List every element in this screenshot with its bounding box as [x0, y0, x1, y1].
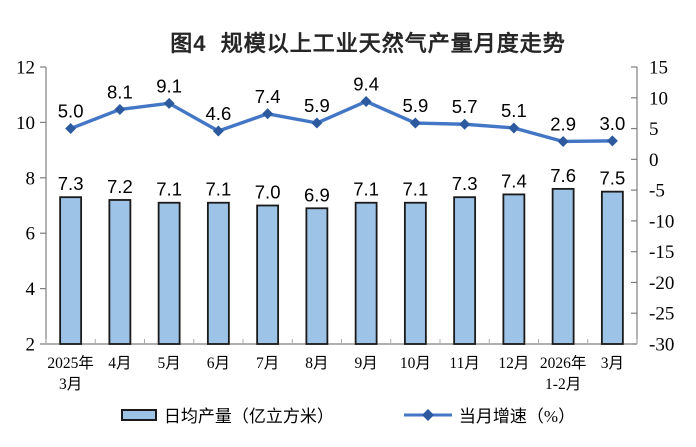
- x-axis-label: 3月: [601, 355, 624, 372]
- line-marker: [262, 108, 274, 120]
- bar-value-label: 7.1: [353, 179, 379, 200]
- right-axis-tick-label: -25: [649, 304, 674, 325]
- bar: [354, 201, 378, 345]
- left-axis-tick-label: 6: [26, 224, 36, 245]
- line-marker: [163, 97, 175, 109]
- bar: [256, 204, 280, 345]
- line-marker: [65, 123, 77, 135]
- right-axis-tick-label: 10: [649, 88, 668, 109]
- bar-value-label: 7.5: [600, 168, 626, 189]
- bar: [453, 196, 477, 345]
- line-marker: [409, 117, 421, 129]
- line-marker: [114, 103, 126, 115]
- bar-legend-label: 日均产量（亿立方米）: [163, 407, 334, 426]
- bar: [206, 201, 230, 345]
- left-axis-tick-label: 2: [26, 335, 36, 356]
- right-axis-tick-label: -30: [649, 335, 674, 356]
- line-value-label: 5.9: [403, 95, 429, 116]
- line-value-label: 5.9: [304, 95, 330, 116]
- bar-value-label: 7.4: [501, 170, 527, 191]
- bar: [551, 187, 575, 345]
- x-axis-label: 5月: [157, 355, 180, 372]
- left-axis-tick-label: 10: [16, 113, 35, 134]
- left-axis-tick-label: 8: [26, 168, 36, 189]
- line-value-label: 2.9: [550, 113, 576, 134]
- line-marker: [360, 95, 372, 107]
- bar: [600, 190, 624, 345]
- left-axis-tick-label: 12: [16, 58, 35, 79]
- right-axis-tick-label: -20: [649, 273, 674, 294]
- x-axis-label: 8月: [305, 355, 328, 372]
- x-axis-label: 4月: [108, 355, 131, 372]
- legend: 日均产量（亿立方米） 当月增速（%）: [0, 402, 696, 427]
- right-axis-tick-label: -10: [649, 211, 674, 232]
- x-axis-label: 6月: [207, 355, 230, 372]
- line-value-label: 9.1: [156, 75, 182, 96]
- right-axis-tick-label: -15: [649, 242, 674, 263]
- line-value-label: 5.1: [501, 100, 527, 121]
- line-value-label: 4.6: [206, 103, 232, 124]
- line-marker: [508, 122, 520, 134]
- bar-value-label: 7.1: [156, 179, 182, 200]
- x-axis-label: 2026年: [540, 354, 587, 372]
- bar-value-label: 7.0: [255, 182, 281, 203]
- bar: [108, 199, 132, 345]
- bar-value-label: 6.9: [304, 184, 330, 205]
- line-value-label: 5.0: [58, 101, 84, 122]
- x-axis-label: 10月: [400, 355, 431, 372]
- bar-value-label: 7.3: [58, 173, 84, 194]
- bar: [502, 193, 526, 345]
- legend-item-line: 当月增速（%）: [403, 402, 576, 427]
- right-axis-tick-label: 15: [649, 58, 668, 79]
- x-axis-label: 3月: [59, 376, 82, 393]
- bar: [59, 196, 83, 345]
- line-marker: [606, 135, 618, 147]
- bar-value-label: 7.1: [403, 179, 429, 200]
- legend-item-bar: 日均产量（亿立方米）: [120, 402, 334, 427]
- line-marker: [212, 125, 224, 137]
- bar: [403, 201, 427, 345]
- bar-value-label: 7.6: [550, 165, 576, 186]
- line-marker: [557, 135, 569, 147]
- line-value-label: 3.0: [600, 113, 626, 134]
- bar: [305, 207, 329, 345]
- growth-line: [68, 99, 615, 144]
- right-axis-tick-label: 0: [649, 150, 659, 171]
- line-marker: [459, 118, 471, 130]
- line-value-label: 8.1: [107, 81, 133, 102]
- bar-value-label: 7.3: [452, 173, 478, 194]
- right-axis-tick-label: -5: [649, 181, 665, 202]
- line-marker: [311, 117, 323, 129]
- chart-title: 图4 规模以上工业天然气产量月度走势: [170, 31, 566, 56]
- bar-value-label: 7.1: [206, 179, 232, 200]
- line-value-label: 7.4: [255, 86, 281, 107]
- x-axis-label: 9月: [354, 355, 377, 372]
- line-value-label: 5.7: [452, 96, 478, 117]
- x-axis-label: 7月: [256, 355, 279, 372]
- x-axis-label: 1-2月: [545, 376, 581, 393]
- bar: [157, 201, 181, 345]
- x-axis-label: 2025年: [47, 354, 94, 372]
- line-value-label: 9.4: [353, 73, 379, 94]
- right-axis-tick-label: 5: [649, 119, 659, 140]
- bar-value-label: 7.2: [107, 176, 133, 197]
- x-axis-label: 12月: [498, 355, 529, 372]
- bar-legend-swatch-icon: [120, 408, 157, 421]
- left-axis-tick-label: 4: [26, 279, 36, 300]
- x-axis-label: 11月: [449, 355, 479, 372]
- line-legend-swatch-icon: [403, 408, 452, 421]
- line-legend-label: 当月增速（%）: [458, 407, 576, 426]
